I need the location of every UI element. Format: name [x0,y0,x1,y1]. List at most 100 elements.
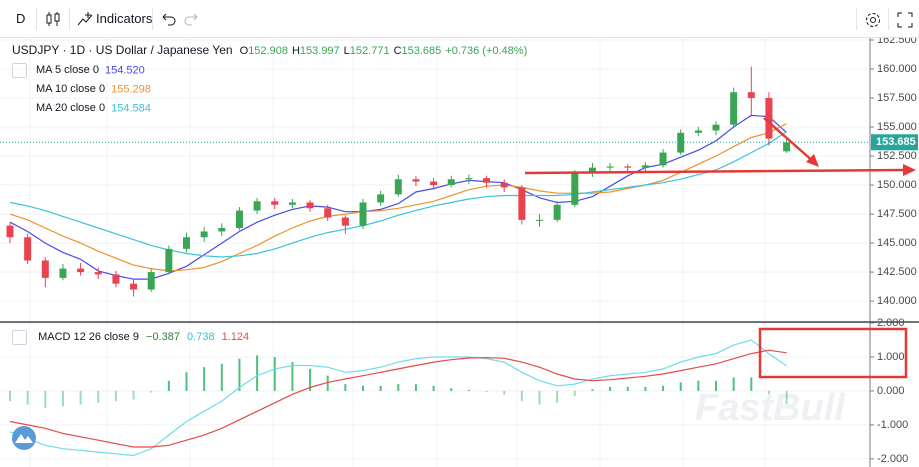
separator [152,8,153,30]
histogram-bar [520,390,523,402]
histogram-bar [132,390,135,400]
ma-legend-row: MA 20 close 0 154.584 [12,101,151,116]
candle-body [500,182,508,188]
candle-body [218,227,226,232]
y-tick-label: -1.000 [877,419,908,431]
histogram-bar [203,367,206,391]
candle-body [183,237,190,249]
y-tick-label: 157.500 [877,92,917,104]
histogram-bar [450,388,453,391]
histogram-bar [44,390,47,408]
horizontal-arrow [524,168,906,175]
collapse-button[interactable] [12,330,27,345]
y-tick-label: 2.000 [877,317,905,329]
macd-line [9,339,787,457]
candle-body [165,248,173,273]
fullscreen-button[interactable] [896,11,914,29]
candle-body [447,179,455,186]
candle-body [641,165,649,168]
watermark: FastBull [695,387,846,429]
histogram-bar [97,390,100,403]
ohlc-value: 153.997 [299,45,340,57]
y-tick-label: 160.000 [877,63,917,75]
candle-body [288,202,296,205]
candle-body [677,132,685,153]
candle-body [659,152,667,166]
histogram-bar [715,380,717,391]
y-tick-label: 0.000 [877,385,905,397]
candle-body [465,178,473,180]
histogram-bar [344,384,347,391]
histogram-bar [379,385,382,391]
ohlc-label: L [343,45,350,57]
candle-body [430,181,438,186]
candle-body [130,283,138,290]
candle-body [112,274,120,284]
undo-redo[interactable] [160,11,200,27]
candle-body [571,173,579,205]
ma-line [9,131,787,258]
candle-body [747,92,755,99]
y-tick-label: 1.000 [877,351,905,363]
histogram-bar [326,375,329,391]
histogram-bar [485,390,488,392]
candle-body [694,130,702,133]
trend-arrow [763,117,816,164]
logo [12,426,36,450]
separator [36,8,37,30]
legend-value: 154.520 [104,64,145,77]
ma-legend-row: MA 10 close 0 155.298 [12,82,151,97]
ohlc-label: H [291,45,300,57]
candle-body [41,260,49,278]
separator [888,8,889,30]
histogram-bar [573,390,576,397]
histogram-bar [432,385,435,391]
candle-body [412,179,420,182]
arrow-head [903,164,916,176]
ohlc-value: 153.685 [401,45,442,57]
settings-button[interactable] [864,11,882,29]
legend-value: 155.298 [111,83,151,96]
candle-body [377,194,385,203]
histogram-bar [61,390,64,407]
candle-body [235,210,243,228]
signal-value: 1.124 [221,331,250,344]
indicators-button[interactable]: Indicators [96,11,153,26]
histogram-bar [273,356,276,391]
histogram-bar [26,390,29,405]
candle-body [536,219,543,221]
candle-body [6,225,14,238]
histogram-bar [467,389,470,391]
candle-body [518,187,526,220]
legend-name: MA 10 close 0 [36,83,106,96]
highlight-box [758,327,908,379]
interval-button[interactable]: D [16,11,26,26]
histogram-bar [220,363,223,391]
macd-title: MACD 12 26 close 9 [38,331,139,344]
toolbar: D Indicators [0,0,919,38]
candle-body [483,178,491,183]
legend-name: MA 5 close 0 [36,64,99,77]
collapse-button [12,82,27,97]
candle-body [324,208,332,218]
candle-body [588,167,596,174]
candle-body [394,179,402,195]
histogram-bar [538,390,541,405]
y-tick-label: 142.500 [877,266,917,278]
indicators-icon[interactable] [76,10,94,28]
histogram-bar [185,372,188,391]
histogram-bar [785,390,788,405]
histogram-bar [150,390,153,393]
candle-body [59,268,67,278]
histogram-bar [732,377,735,391]
histogram-bar [9,390,11,402]
candle-body [712,124,720,131]
histogram-bar [609,386,612,391]
candle-body [24,237,32,261]
macd-value: 0.738 [187,331,215,344]
arrow-head [806,154,819,167]
chart-type-button[interactable] [44,10,62,28]
signal-line [9,349,787,448]
last-price-box [871,134,918,151]
